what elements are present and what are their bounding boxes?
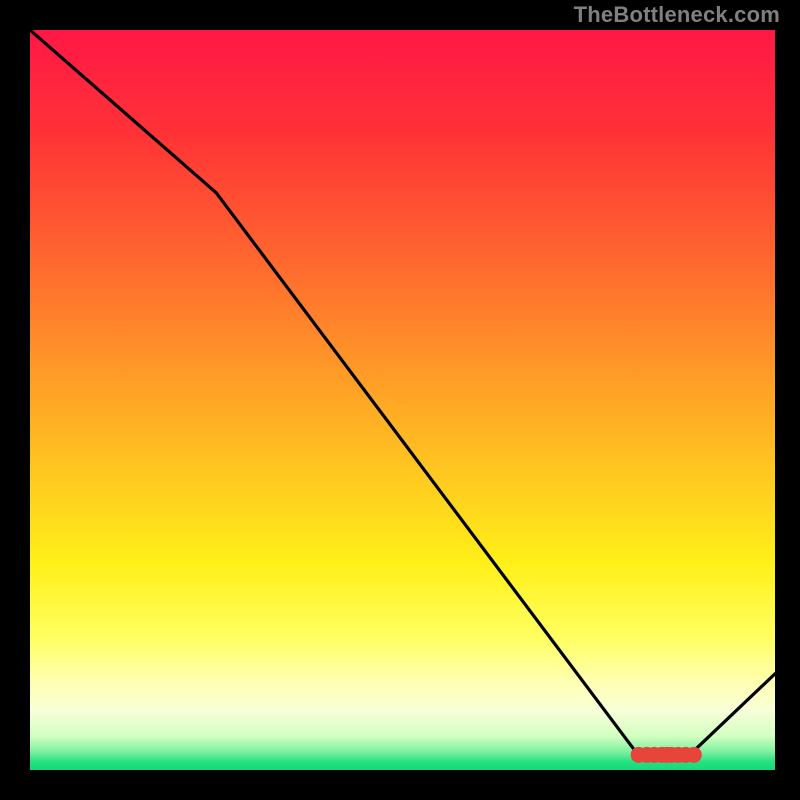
markers-group [631,747,702,763]
watermark-text: TheBottleneck.com [574,2,780,28]
gradient-fill [30,30,775,770]
chart-container: TheBottleneck.com [0,0,800,800]
marker-dot [686,747,702,763]
chart-svg [30,30,775,770]
plot-area [30,30,775,770]
